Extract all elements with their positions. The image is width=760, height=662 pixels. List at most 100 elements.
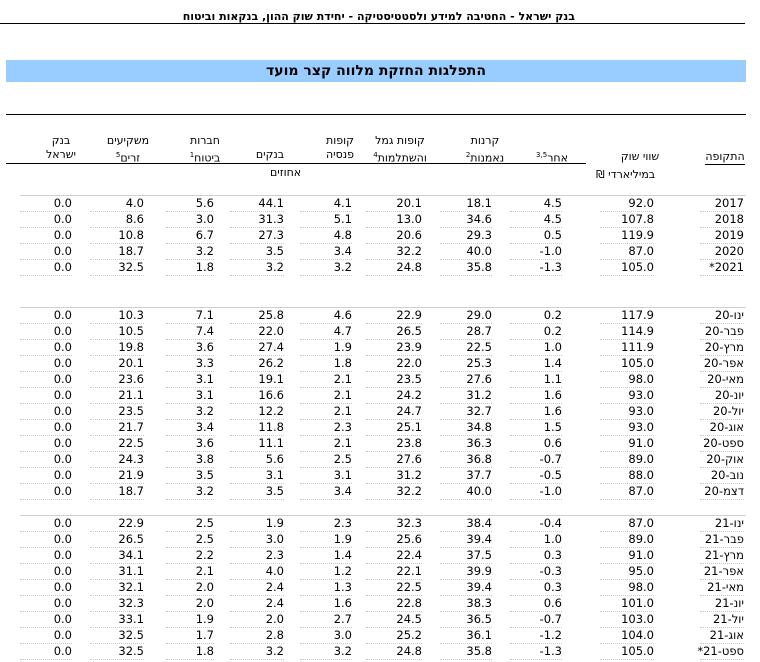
cell-banks: 3.5 bbox=[230, 244, 284, 260]
cell-period: אפר-21 bbox=[700, 564, 744, 580]
cell-provident: 22.0 bbox=[366, 356, 422, 372]
cell-other: 1.0 bbox=[510, 532, 562, 548]
col-market-value: שווי שוק bbox=[620, 150, 660, 163]
cell-banks: 1.9 bbox=[230, 516, 284, 532]
cell-mv: 119.9 bbox=[600, 228, 654, 244]
cell-boi: 0.0 bbox=[20, 516, 72, 532]
cell-mutual: 22.5 bbox=[440, 340, 492, 356]
cell-mutual: 35.8 bbox=[440, 644, 492, 660]
cell-foreign: 24.3 bbox=[90, 452, 144, 468]
cell-mv: 105.0 bbox=[600, 644, 654, 660]
table-row: 2017 92.0 4.5 18.1 20.1 4.1 44.1 5.6 4.0 0.0 bbox=[0, 196, 760, 212]
cell-foreign: 32.3 bbox=[90, 596, 144, 612]
cell-provident: 22.9 bbox=[366, 308, 422, 324]
col-mutual-funds: קרנות נאמנות2 bbox=[465, 134, 505, 165]
cell-mutual: 39.9 bbox=[440, 564, 492, 580]
cell-foreign: 21.1 bbox=[90, 388, 144, 404]
cell-banks: 25.8 bbox=[230, 308, 284, 324]
cell-other: 0.2 bbox=[510, 308, 562, 324]
cell-provident: 13.0 bbox=[366, 212, 422, 228]
cell-provident: 22.5 bbox=[366, 580, 422, 596]
cell-insurance: 3.2 bbox=[166, 404, 214, 420]
cell-period: נוב-20 bbox=[700, 468, 744, 484]
cell-mv: 111.9 bbox=[600, 340, 654, 356]
col-insurance: חברות ביטוח1 bbox=[189, 134, 221, 165]
cell-banks: 3.2 bbox=[230, 644, 284, 660]
cell-period: אוג-21 bbox=[700, 628, 744, 644]
cell-mutual: 40.0 bbox=[440, 484, 492, 500]
cell-period: מרץ-20 bbox=[700, 340, 744, 356]
unit-label: במיליארדי ₪ bbox=[596, 168, 656, 181]
table-row: מאי-20 98.0 1.1 27.6 23.5 2.1 19.1 3.1 23.6 0.0 bbox=[0, 372, 760, 388]
cell-boi: 0.0 bbox=[20, 644, 72, 660]
table-row: יונ-20 93.0 1.6 31.2 24.2 2.1 16.6 3.1 21.1 0.0 bbox=[0, 388, 760, 404]
cell-mutual: 28.7 bbox=[440, 324, 492, 340]
cell-pension: 2.3 bbox=[300, 420, 352, 436]
col-bank-of-israel: בנק ישראל bbox=[45, 134, 77, 161]
cell-mv: 105.0 bbox=[600, 260, 654, 276]
cell-other: 0.3 bbox=[510, 548, 562, 564]
table-row: אפר-20 105.0 1.4 25.3 22.0 1.8 26.2 3.3 20.1 0.0 bbox=[0, 356, 760, 372]
cell-mutual: 39.4 bbox=[440, 532, 492, 548]
cell-foreign: 18.7 bbox=[90, 484, 144, 500]
cell-pension: 1.9 bbox=[300, 340, 352, 356]
cell-provident: 20.1 bbox=[366, 196, 422, 212]
cell-insurance: 3.3 bbox=[166, 356, 214, 372]
cell-mutual: 36.8 bbox=[440, 452, 492, 468]
block-border bbox=[20, 307, 746, 308]
cell-mv: 93.0 bbox=[600, 420, 654, 436]
cell-insurance: 3.2 bbox=[166, 484, 214, 500]
cell-boi: 0.0 bbox=[20, 308, 72, 324]
cell-pension: 4.6 bbox=[300, 308, 352, 324]
cell-period: יונ-20 bbox=[700, 388, 744, 404]
table-row: אפר-21 95.0 -0.3 39.9 22.1 1.2 4.0 2.1 31.1 0.0 bbox=[0, 564, 760, 580]
cell-insurance: 3.5 bbox=[166, 468, 214, 484]
cell-provident: 26.5 bbox=[366, 324, 422, 340]
cell-period: 2021* bbox=[700, 260, 744, 276]
cell-other: -0.5 bbox=[510, 468, 562, 484]
cell-foreign: 20.1 bbox=[90, 356, 144, 372]
table-row: 2018 107.8 4.5 34.6 13.0 5.1 31.3 3.0 8.6 0.0 bbox=[0, 212, 760, 228]
cell-banks: 26.2 bbox=[230, 356, 284, 372]
cell-mv: 101.0 bbox=[600, 596, 654, 612]
cell-banks: 3.5 bbox=[230, 484, 284, 500]
cell-pension: 3.2 bbox=[300, 644, 352, 660]
cell-boi: 0.0 bbox=[20, 564, 72, 580]
table-row: 2020 87.0 -1.0 40.0 32.2 3.4 3.5 3.2 18.7 0.0 bbox=[0, 244, 760, 260]
cell-mutual: 38.4 bbox=[440, 516, 492, 532]
cell-boi: 0.0 bbox=[20, 548, 72, 564]
cell-mv: 88.0 bbox=[600, 468, 654, 484]
cell-pension: 1.6 bbox=[300, 596, 352, 612]
cell-mv: 95.0 bbox=[600, 564, 654, 580]
cell-banks: 44.1 bbox=[230, 196, 284, 212]
cell-period: דצמ-20 bbox=[700, 484, 744, 500]
cell-boi: 0.0 bbox=[20, 420, 72, 436]
cell-insurance: 3.4 bbox=[166, 420, 214, 436]
cell-pension: 2.1 bbox=[300, 372, 352, 388]
cell-provident: 22.1 bbox=[366, 564, 422, 580]
col-other: אחר3,5 bbox=[536, 151, 568, 165]
table-row: נוב-20 88.0 -0.5 37.7 31.2 3.1 3.1 3.5 21.9 0.0 bbox=[0, 468, 760, 484]
cell-insurance: 1.8 bbox=[166, 260, 214, 276]
table-title: התפלגות החזקת מלווה קצר מועד bbox=[6, 60, 746, 82]
cell-boi: 0.0 bbox=[20, 228, 72, 244]
cell-other: -1.0 bbox=[510, 484, 562, 500]
cell-provident: 23.8 bbox=[366, 436, 422, 452]
cell-other: 4.5 bbox=[510, 212, 562, 228]
cell-insurance: 6.7 bbox=[166, 228, 214, 244]
table-row: 2021* 105.0 -1.3 35.8 24.8 3.2 3.2 1.8 32.5 0.0 bbox=[0, 260, 760, 276]
cell-period: פבר-20 bbox=[700, 324, 744, 340]
cell-foreign: 31.1 bbox=[90, 564, 144, 580]
cell-provident: 32.2 bbox=[366, 244, 422, 260]
cell-foreign: 26.5 bbox=[90, 532, 144, 548]
cell-other: -0.7 bbox=[510, 612, 562, 628]
cell-mv: 105.0 bbox=[600, 356, 654, 372]
cell-pension: 2.3 bbox=[300, 516, 352, 532]
table-row: פבר-21 89.0 1.0 39.4 25.6 1.9 3.0 2.5 26.5 0.0 bbox=[0, 532, 760, 548]
cell-banks: 2.4 bbox=[230, 580, 284, 596]
cell-insurance: 3.1 bbox=[166, 388, 214, 404]
cell-provident: 22.4 bbox=[366, 548, 422, 564]
cell-mv: 114.9 bbox=[600, 324, 654, 340]
cell-period: 2017 bbox=[700, 196, 744, 212]
cell-banks: 27.4 bbox=[230, 340, 284, 356]
